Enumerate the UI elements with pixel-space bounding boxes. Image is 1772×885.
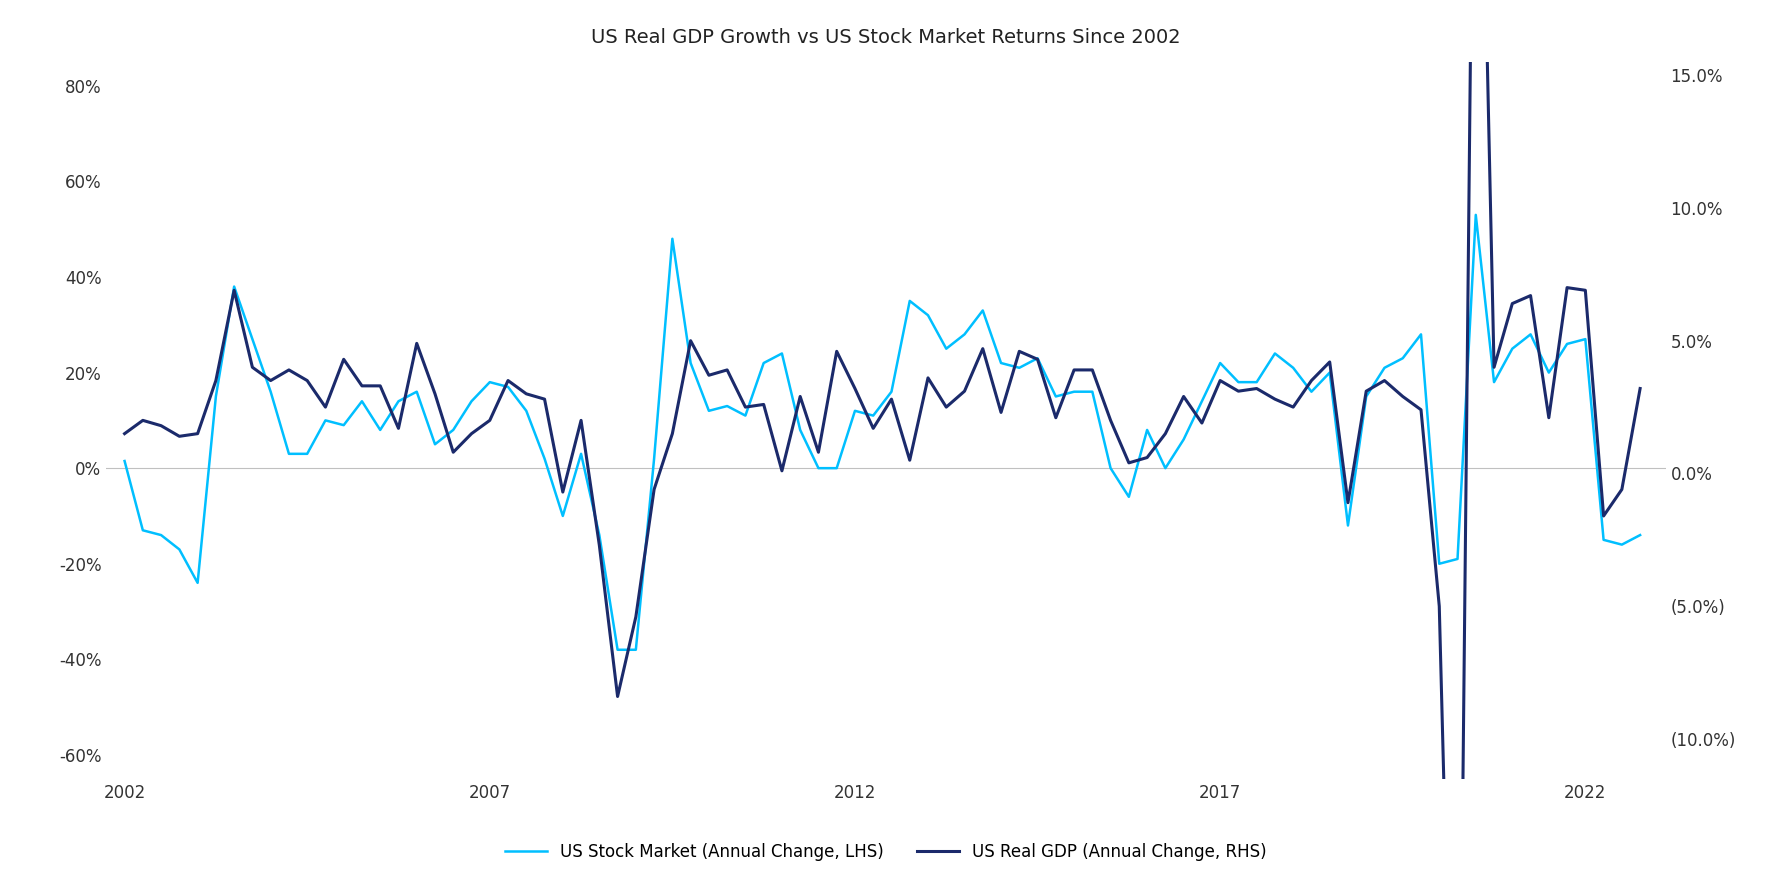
US Stock Market (Annual Change, LHS) (881, 387, 902, 397)
US Real GDP (Annual Change, RHS) (113, 428, 135, 439)
US Real GDP (Annual Change, RHS) (133, 415, 154, 426)
US Stock Market (Annual Change, LHS) (1630, 530, 1652, 541)
Line: US Real GDP (Annual Change, RHS): US Real GDP (Annual Change, RHS) (124, 0, 1641, 885)
US Real GDP (Annual Change, RHS) (206, 375, 227, 386)
US Real GDP (Annual Change, RHS) (790, 391, 812, 402)
US Stock Market (Annual Change, LHS) (113, 456, 135, 466)
Legend: US Stock Market (Annual Change, LHS), US Real GDP (Annual Change, RHS): US Stock Market (Annual Change, LHS), US… (498, 836, 1274, 868)
US Real GDP (Annual Change, RHS) (1263, 394, 1285, 404)
US Stock Market (Annual Change, LHS) (1283, 363, 1304, 373)
US Stock Market (Annual Change, LHS) (133, 525, 154, 535)
US Real GDP (Annual Change, RHS) (1630, 383, 1652, 394)
US Stock Market (Annual Change, LHS) (1465, 210, 1487, 220)
US Stock Market (Annual Change, LHS) (1356, 391, 1377, 402)
US Stock Market (Annual Change, LHS) (808, 463, 829, 473)
US Real GDP (Annual Change, RHS) (1338, 497, 1359, 508)
Title: US Real GDP Growth vs US Stock Market Returns Since 2002: US Real GDP Growth vs US Stock Market Re… (592, 27, 1180, 47)
Line: US Stock Market (Annual Change, LHS): US Stock Market (Annual Change, LHS) (124, 215, 1641, 650)
US Real GDP (Annual Change, RHS) (863, 423, 884, 434)
US Stock Market (Annual Change, LHS) (206, 391, 227, 402)
US Stock Market (Annual Change, LHS) (608, 644, 629, 655)
